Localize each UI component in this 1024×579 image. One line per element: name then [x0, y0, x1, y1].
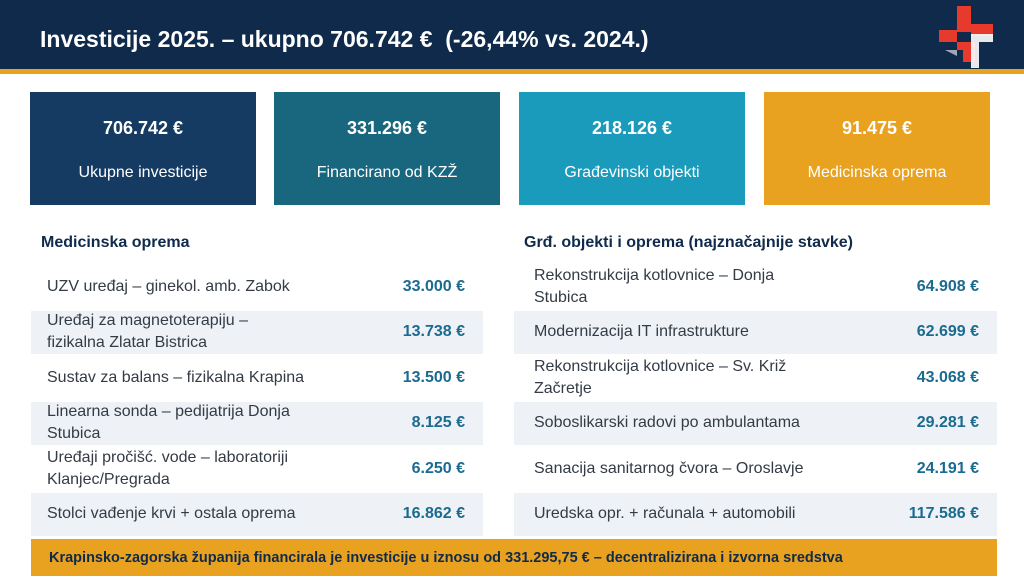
kpi-card-medical: 91.475 € Medicinska oprema	[764, 92, 990, 205]
table-row: Stolci vađenje krvi + ostala oprema 16.8…	[31, 492, 483, 538]
row-value: 43.068 €	[916, 368, 979, 386]
row-label: Uređaj za magnetoterapiju – fizikalna Zl…	[47, 312, 249, 352]
table-row: UZV uređaj – ginekol. amb. Zabok 33.000 …	[31, 265, 483, 311]
row-value: 6.250 €	[411, 459, 465, 477]
kpi-value: 218.126 €	[591, 118, 673, 138]
table-row: Rekonstrukcija kotlovnice – Donja Stubic…	[514, 265, 997, 311]
row-value: 16.862 €	[402, 505, 465, 523]
row-label: Uređaji pročišć. vode – laboratoriji Kla…	[47, 448, 288, 488]
kpi-value: 331.296 €	[346, 118, 428, 138]
kpi-value: 91.475 €	[841, 118, 913, 138]
page-title: Investicije 2025. – ukupno 706.742 € (-2…	[40, 26, 649, 52]
header-bar: Investicije 2025. – ukupno 706.742 € (-2…	[0, 0, 1024, 74]
row-value: 64.908 €	[916, 277, 979, 295]
row-value: 117.586 €	[908, 505, 979, 523]
row-label: Uredska opr. + računala + automobili	[534, 505, 796, 523]
row-value: 13.738 €	[402, 323, 465, 341]
table-row: Rekonstrukcija kotlovnice – Sv. Križ Zač…	[514, 356, 997, 402]
row-label: Sanacija sanitarnog čvora – Oroslavje	[534, 459, 804, 477]
row-value: 13.500 €	[402, 368, 465, 386]
medical-cross-logo-icon	[939, 6, 993, 68]
row-label: Rekonstrukcija kotlovnice – Donja Stubic…	[534, 266, 775, 306]
footer-banner: Krapinsko-zagorska županija financirala …	[31, 539, 997, 576]
row-value: 62.699 €	[916, 323, 979, 341]
row-value: 8.125 €	[411, 414, 465, 432]
row-label: UZV uređaj – ginekol. amb. Zabok	[47, 277, 290, 295]
table-row: Sustav za balans – fizikalna Krapina 13.…	[31, 356, 483, 402]
row-value: 24.191 €	[916, 459, 979, 477]
table-row: Linearna sonda – pedijatrija Donja Stubi…	[31, 401, 483, 447]
table-row: Uređaji pročišć. vode – laboratoriji Kla…	[31, 447, 483, 493]
kpi-value: 706.742 €	[102, 118, 184, 138]
footer-text: Krapinsko-zagorska županija financirala …	[49, 549, 843, 566]
construction-table: Rekonstrukcija kotlovnice – Donja Stubic…	[514, 265, 997, 538]
kpi-label: Ukupne investicije	[78, 164, 208, 181]
row-label: Linearna sonda – pedijatrija Donja Stubi…	[47, 403, 290, 443]
medical-equipment-table: UZV uređaj – ginekol. amb. Zabok 33.000 …	[31, 265, 483, 538]
left-table-title: Medicinska oprema	[41, 234, 190, 251]
kpi-label: Građevinski objekti	[564, 164, 700, 181]
kpi-label: Medicinska oprema	[807, 164, 947, 181]
table-row: Sanacija sanitarnog čvora – Oroslavje 24…	[514, 447, 997, 493]
table-row: Soboslikarski radovi po ambulantama 29.2…	[514, 401, 997, 447]
row-value: 33.000 €	[402, 277, 465, 295]
row-label: Modernizacija IT infrastrukture	[534, 323, 749, 341]
kpi-label: Financirano od KZŽ	[316, 164, 458, 181]
row-value: 29.281 €	[916, 414, 979, 432]
row-label: Soboslikarski radovi po ambulantama	[534, 414, 800, 432]
kpi-card-construction: 218.126 € Građevinski objekti	[519, 92, 745, 205]
row-label: Sustav za balans – fizikalna Krapina	[47, 368, 305, 386]
table-row: Uredska opr. + računala + automobili 117…	[514, 492, 997, 538]
row-label: Stolci vađenje krvi + ostala oprema	[47, 505, 296, 523]
row-label: Rekonstrukcija kotlovnice – Sv. Križ Zač…	[534, 357, 787, 397]
kpi-card-financed: 331.296 € Financirano od KZŽ	[274, 92, 500, 205]
table-row: Modernizacija IT infrastrukture 62.699 €	[514, 310, 997, 356]
right-table-title: Grđ. objekti i oprema (najznačajnije sta…	[524, 234, 853, 251]
kpi-card-total: 706.742 € Ukupne investicije	[30, 92, 256, 205]
table-row: Uređaj za magnetoterapiju – fizikalna Zl…	[31, 310, 483, 356]
